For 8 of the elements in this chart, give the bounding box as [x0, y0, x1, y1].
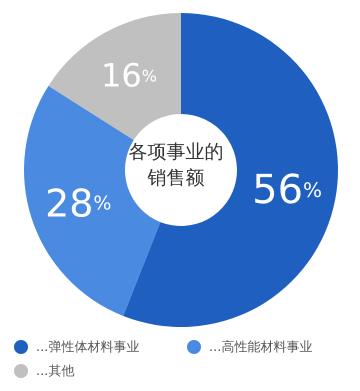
legend-label: ...其他: [36, 363, 74, 380]
data-label: 16%: [101, 56, 157, 94]
legend-label: ...弹性体材料事业: [36, 339, 140, 356]
legend-label: ...高性能材料事业: [209, 339, 312, 356]
text: 各项事业的销售额: [128, 140, 224, 191]
data-label: 28%: [45, 181, 112, 226]
data-label: 56%: [252, 167, 322, 214]
donut-slice: [48, 13, 181, 140]
